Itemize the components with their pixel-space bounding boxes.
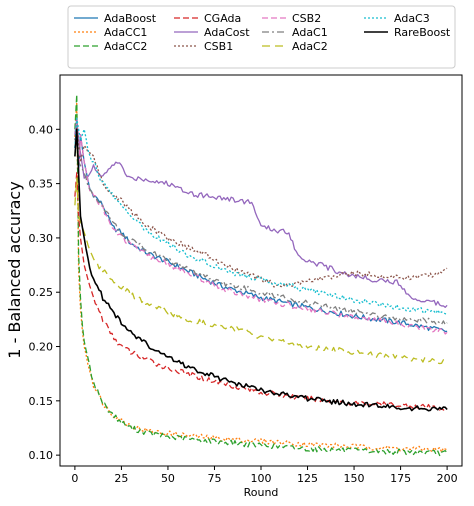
series-line-adacost	[74, 117, 448, 308]
y-tick-label: 0.25	[29, 286, 54, 299]
legend-label-adacost: AdaCost	[204, 26, 250, 39]
series-line-cgada	[74, 172, 448, 411]
series-layer	[74, 93, 448, 457]
legend-label-csb2: CSB2	[292, 12, 321, 25]
x-tick-label: 175	[390, 472, 411, 485]
x-axis-label: Round	[244, 486, 279, 499]
series-line-adacc1	[74, 101, 448, 453]
series-line-csb2	[74, 123, 448, 335]
series-line-adac1	[74, 123, 448, 326]
legend-label-adac2: AdaC2	[292, 40, 328, 53]
legend-label-csb1: CSB1	[204, 40, 233, 53]
y-tick-label: 0.10	[29, 449, 54, 462]
legend-label-adacc2: AdaCC2	[104, 40, 147, 53]
x-tick-label: 100	[251, 472, 272, 485]
legend-frame	[67, 5, 456, 69]
y-tick-label: 0.40	[29, 123, 54, 136]
y-axis: 0.10 0.15 0.20 0.25 0.30 0.35 0.40	[29, 123, 60, 462]
y-axis-label: 1 - Balanced accuracy	[5, 181, 24, 358]
y-tick-label: 0.15	[29, 395, 54, 408]
x-tick-label: 150	[344, 472, 365, 485]
x-tick-label: 75	[207, 472, 221, 485]
series-line-adacc2	[74, 93, 448, 457]
legend-label-rareboost: RareBoost	[394, 26, 451, 39]
legend-label-adac3: AdaC3	[394, 12, 430, 25]
x-tick-label: 200	[437, 472, 458, 485]
x-tick-label: 50	[161, 472, 175, 485]
legend-label-adacc1: AdaCC1	[104, 26, 147, 39]
x-tick-label: 25	[114, 472, 128, 485]
series-line-rareboost	[74, 128, 448, 412]
y-tick-label: 0.30	[29, 232, 54, 245]
legend-label-adac1: AdaC1	[292, 26, 328, 39]
y-tick-label: 0.35	[29, 178, 54, 191]
series-line-adac3	[74, 117, 448, 315]
y-tick-label: 0.20	[29, 341, 54, 354]
x-tick-label: 0	[71, 472, 78, 485]
legend-label-cgada: CGAda	[204, 12, 241, 25]
x-tick-label: 125	[297, 472, 318, 485]
series-line-adac2	[74, 177, 448, 365]
legend-label-adaboost: AdaBoost	[104, 12, 157, 25]
x-axis: 0 25 50 75 100 125 150 175 200	[71, 466, 458, 485]
